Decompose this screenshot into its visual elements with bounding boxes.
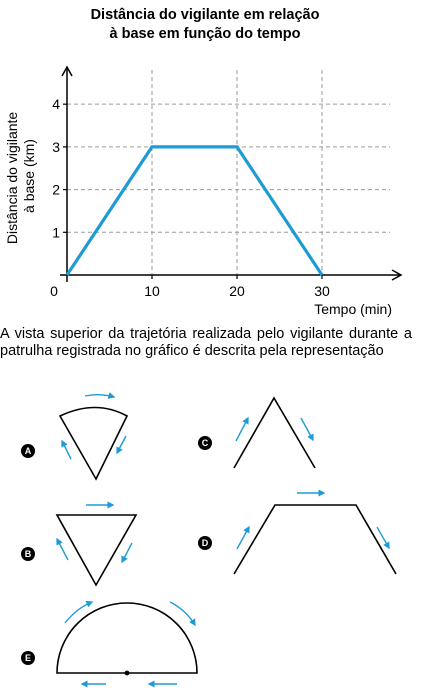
option-a-arrow-top-icon (84, 392, 116, 399)
option-e[interactable]: E (21, 600, 198, 688)
option-a-letter: A (25, 446, 32, 456)
option-d-arrow-left-icon (236, 525, 250, 550)
y-tick-label: 4 (52, 96, 60, 112)
option-c-letter: C (202, 438, 209, 448)
chart-grid (67, 70, 390, 275)
option-d-letter: D (202, 538, 209, 548)
chart-title-line-1: Distância do vigilante em relação (90, 7, 320, 23)
option-d-arrow-right-icon (376, 526, 390, 550)
option-e-letter: E (25, 653, 31, 663)
option-a-shape (58, 406, 129, 481)
chart-axes (60, 65, 403, 282)
option-b-letter-badge (21, 547, 35, 561)
x-axis-label: Tempo (min) (314, 301, 392, 317)
series-line-0 (65, 145, 324, 276)
x-tick-label: 20 (229, 283, 245, 299)
y-axis-label-line-1: Distância do vigilante (4, 112, 20, 245)
option-e-shape (56, 602, 198, 674)
option-e-start-point (124, 670, 130, 676)
y-tick-label: 3 (52, 139, 60, 155)
option-a-letter-badge (21, 444, 35, 458)
chart-series (65, 145, 324, 276)
y-axis-arrow-icon (61, 65, 73, 77)
option-c[interactable]: C (198, 396, 316, 469)
option-b-arrow-left-icon (56, 537, 69, 561)
x-tick-label: 0 (50, 283, 58, 299)
option-d-letter-badge (198, 536, 212, 550)
question-text: A vista superior da trajetória realizada… (0, 326, 412, 359)
option-a[interactable]: A (21, 392, 129, 481)
option-b-arrow-right-icon (121, 542, 133, 564)
option-c-letter-badge (198, 436, 212, 450)
axis-ticks: 1 2 3 4 0 10 20 30 (50, 96, 330, 299)
option-e-letter-badge (21, 651, 35, 665)
x-tick-label: 10 (144, 283, 160, 299)
option-a-arrow-right-icon (116, 435, 127, 455)
option-e-arrow-top-right-icon (169, 601, 196, 627)
answer-options: A B C D E (21, 392, 397, 688)
line-chart: 1 2 3 4 0 10 20 30 Tempo (min) Distância do vig… (4, 65, 403, 317)
option-c-arrow-right-icon (300, 417, 314, 442)
chart-title-line-2: à base em função do tempo (109, 26, 301, 42)
option-c-arrow-left-icon (235, 416, 249, 442)
option-c-shape (233, 396, 316, 469)
y-tick-label: 1 (52, 224, 60, 240)
y-axis-label-line-2: à base (km) (21, 139, 37, 213)
option-b[interactable]: B (21, 501, 138, 587)
x-axis-arrow-icon (391, 269, 403, 281)
chart-title: Distância do vigilante em relação à base… (0, 6, 410, 44)
option-d[interactable]: D (198, 489, 397, 575)
option-b-shape (55, 514, 138, 587)
y-axis-label: Distância do vigilante à base (km) (4, 108, 37, 244)
option-e-arrow-top-left-icon (64, 600, 94, 624)
x-tick-label: 30 (314, 283, 330, 299)
y-tick-label: 2 (52, 182, 60, 198)
option-b-letter: B (25, 549, 32, 559)
option-d-shape (233, 504, 397, 575)
option-a-arrow-left-icon (61, 439, 72, 460)
